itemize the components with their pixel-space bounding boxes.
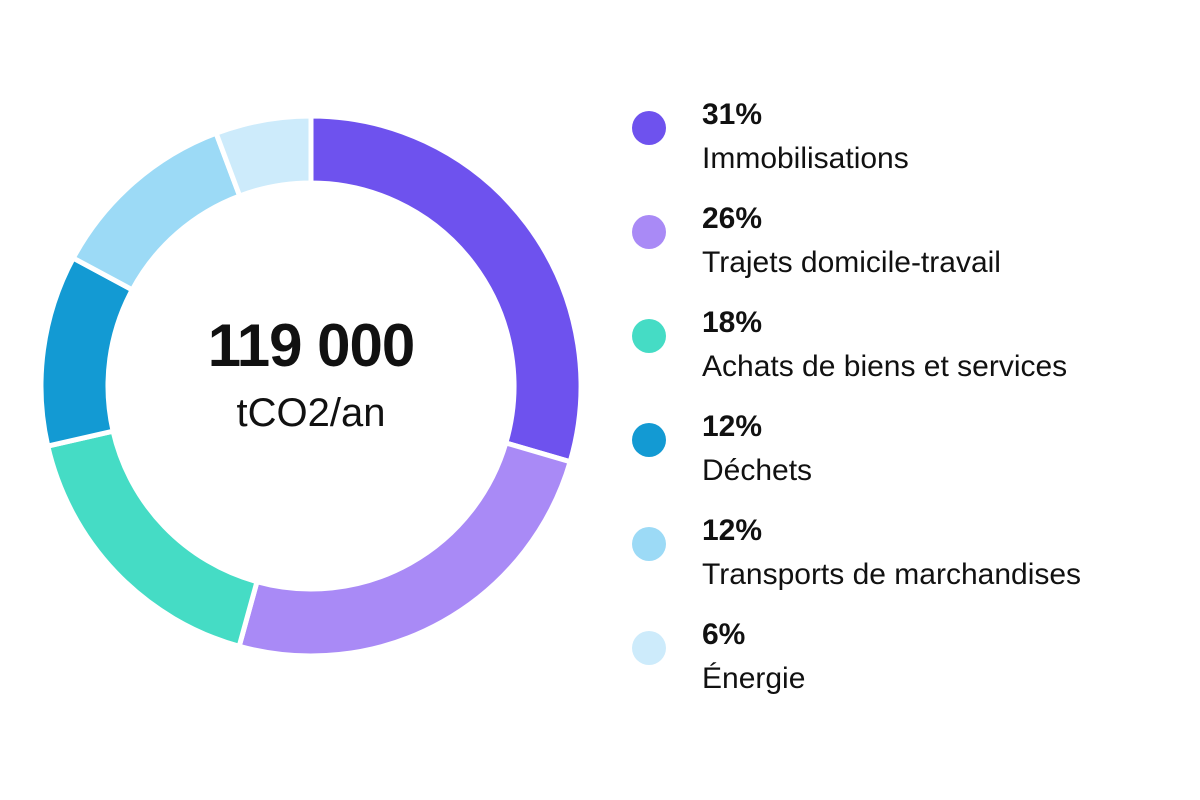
legend-percentage: 31% xyxy=(702,98,763,131)
legend-label: Transports de marchandises xyxy=(702,558,1082,591)
legend-color-dot xyxy=(632,527,666,561)
legend-percentage: 26% xyxy=(702,202,763,235)
legend-percentage: 6% xyxy=(702,618,746,651)
legend-item: 12% Transports de marchandises xyxy=(630,512,1190,616)
legend-item: 31% Immobilisations xyxy=(630,96,1190,200)
donut-slice-6 xyxy=(212,113,314,200)
donut-slice-1 xyxy=(308,113,584,465)
legend-label: Énergie xyxy=(702,662,806,695)
legend-color-dot xyxy=(632,319,666,353)
legend-item: 18% Achats de biens et services xyxy=(630,304,1190,408)
donut-chart xyxy=(38,113,584,659)
legend-color-dot xyxy=(632,215,666,249)
total-emissions-value: 119 000 xyxy=(207,312,416,379)
legend-percentage: 12% xyxy=(702,514,763,547)
donut-slice-5 xyxy=(69,129,243,294)
total-emissions-unit: tCO2/an xyxy=(236,391,386,435)
legend-label: Immobilisations xyxy=(702,142,909,175)
legend-label: Achats de biens et services xyxy=(702,350,1068,383)
chart-legend: 31% Immobilisations 26% Trajets domicile… xyxy=(630,96,1190,720)
legend-label: Déchets xyxy=(702,454,813,487)
donut-slice-4 xyxy=(38,254,136,450)
donut-slice-3 xyxy=(44,428,261,650)
legend-item: 12% Déchets xyxy=(630,408,1190,512)
legend-percentage: 18% xyxy=(702,306,763,339)
legend-color-dot xyxy=(632,111,666,145)
legend-color-dot xyxy=(632,423,666,457)
legend-label: Trajets domicile-travail xyxy=(702,246,1001,279)
donut-slice-2 xyxy=(236,439,574,659)
legend-item: 6% Énergie xyxy=(630,616,1190,720)
legend-percentage: 12% xyxy=(702,410,763,443)
legend-item: 26% Trajets domicile-travail xyxy=(630,200,1190,304)
legend-color-dot xyxy=(632,631,666,665)
